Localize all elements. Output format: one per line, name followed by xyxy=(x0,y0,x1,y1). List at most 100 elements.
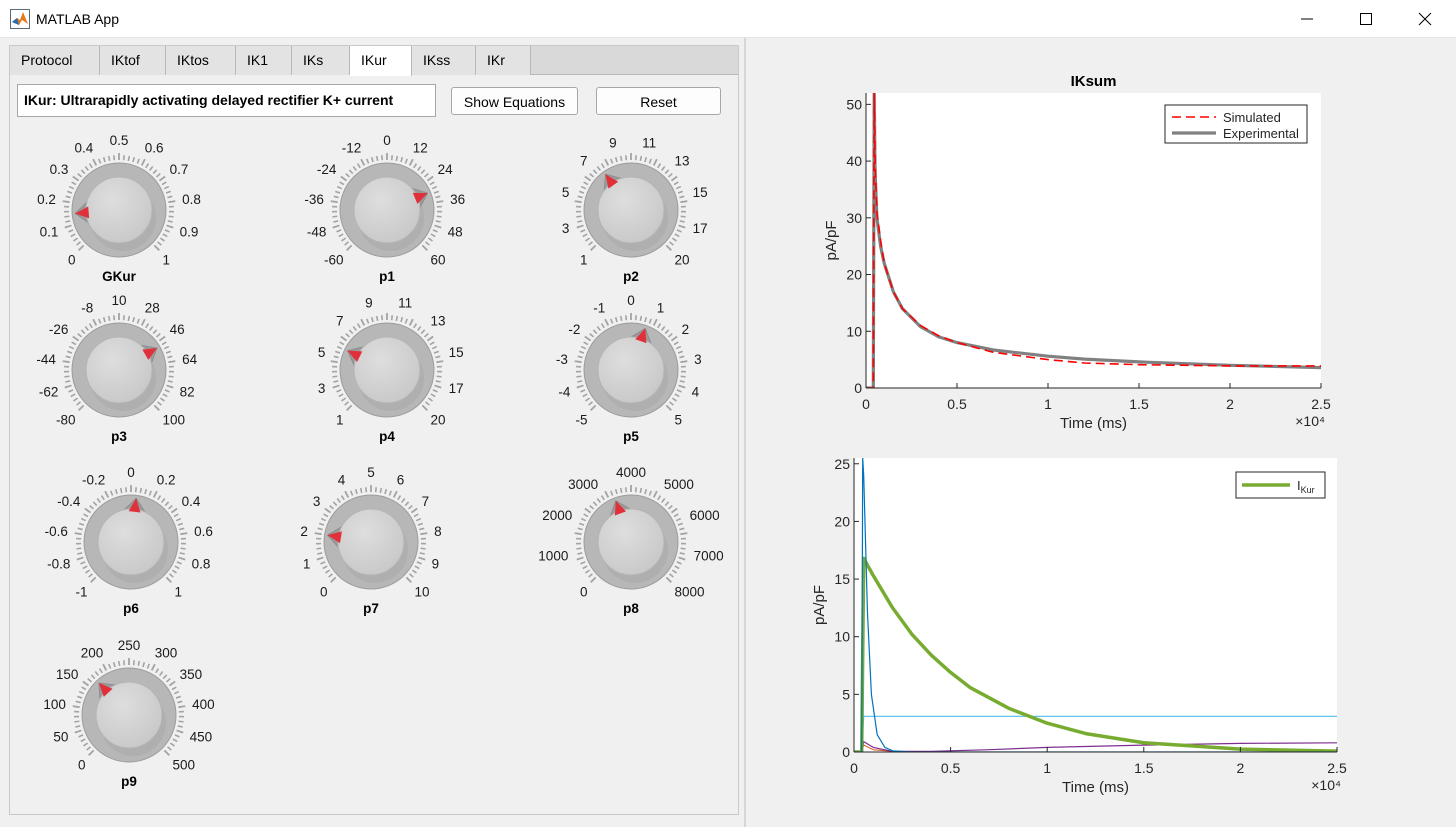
knob-tick-label: -48 xyxy=(307,225,327,240)
knob-tick-label: 50 xyxy=(53,730,68,745)
knob-tick-label: 300 xyxy=(155,646,178,661)
reset-button[interactable]: Reset xyxy=(596,87,721,115)
knob-pointer-icon xyxy=(128,498,141,513)
minimize-button[interactable] xyxy=(1278,0,1336,38)
series-line-simulated xyxy=(866,93,1321,388)
knob-tick-label: 0 xyxy=(68,252,76,267)
knob-tick-label: 28 xyxy=(145,301,160,316)
knob-tick-label: -0.4 xyxy=(57,494,81,509)
knob-tick-label: 3 xyxy=(318,381,326,396)
x-tick-label: 2.5 xyxy=(1327,760,1347,776)
knob-pointer-icon xyxy=(347,350,363,362)
minimize-icon xyxy=(1301,18,1313,20)
knob-name-label: p3 xyxy=(111,429,127,444)
knob-tick-label: 0 xyxy=(127,465,135,480)
knob-tick-label: 15 xyxy=(449,345,464,360)
x-tick-label: 1 xyxy=(1044,396,1052,412)
knob-tick-label: 36 xyxy=(450,192,465,207)
tab-ikr[interactable]: IKr xyxy=(476,46,531,75)
plot-area xyxy=(854,458,1337,752)
knob-tick-label: 9 xyxy=(365,295,373,310)
knob-tick-label: 7 xyxy=(336,314,344,329)
knob-pointer-icon xyxy=(98,682,113,697)
knob-tick-label: 13 xyxy=(674,154,689,169)
x-tick-label: 1 xyxy=(1043,760,1051,776)
knob-tick-label: -2 xyxy=(568,322,580,337)
knob-tick-label: 1000 xyxy=(538,549,568,564)
knob-tick-label: 1 xyxy=(657,301,665,316)
knob-tick-label: 0.4 xyxy=(74,141,93,156)
show-equations-button[interactable]: Show Equations xyxy=(451,87,578,115)
knob-tick-label: 0.5 xyxy=(110,133,129,148)
knob-tick-label: 13 xyxy=(430,314,445,329)
knob-tick-label: 10 xyxy=(414,584,429,599)
knob-tick-label: -60 xyxy=(324,252,344,267)
legend-entry-simulated: Simulated xyxy=(1223,110,1281,125)
tab-ik1[interactable]: IK1 xyxy=(236,46,292,75)
knob-tick-label: 0 xyxy=(383,133,391,148)
knob-tick-label: 82 xyxy=(180,385,195,400)
knob-tick-label: 0 xyxy=(580,584,588,599)
knob-tick-label: 3 xyxy=(313,494,321,509)
tab-ikss[interactable]: IKss xyxy=(412,46,476,75)
knob-tick-label: 17 xyxy=(693,221,708,236)
close-button[interactable] xyxy=(1396,0,1454,38)
knob-tick-label: 200 xyxy=(81,646,104,661)
chart-title: IKsum xyxy=(1071,73,1117,90)
knob-tick-label: 60 xyxy=(430,252,445,267)
y-tick-label: 30 xyxy=(846,210,862,226)
maximize-button[interactable] xyxy=(1337,0,1395,38)
knob-tick-label: -44 xyxy=(36,352,56,367)
knob-p6[interactable]: -1 -0.8 -0.6 -0.4-0.2 0 0.2 0.4 0.6 0.8 1 p6 xyxy=(45,465,213,616)
maximize-icon xyxy=(1360,13,1372,25)
knob-tick-label: 2 xyxy=(300,524,308,539)
tab-iktof[interactable]: IKtof xyxy=(100,46,166,75)
tab-ikur[interactable]: IKur xyxy=(350,46,412,76)
knob-tick-label: 0.8 xyxy=(182,192,201,207)
x-exponent-label: ×10⁴ xyxy=(1311,777,1341,793)
knob-name-label: p9 xyxy=(121,774,137,789)
knob-p5[interactable]: -5 -4 -3-2 -1 0 1 23 45 p5 xyxy=(556,293,702,444)
knob-tick-label: -36 xyxy=(304,192,324,207)
x-tick-label: 1.5 xyxy=(1134,760,1154,776)
knob-grid: 00.10.20.30.40.50.60.70.80.91GKur-60-48-… xyxy=(36,133,723,789)
knob-gkur[interactable]: 0 0.1 0.2 0.3 0.4 0.5 0.6 0.7 0.8 0.9 1 GKur xyxy=(37,133,201,284)
knob-name-label: p7 xyxy=(363,601,379,616)
knob-p3[interactable]: -80 -62 -44 -26 -8 10 28 46 64 82 100 p3 xyxy=(36,293,197,444)
chart-2: 0 0.5 1 1.5 2 2.5 0 5 10 15 20 25 ×10⁴ Time (ms) pA/pF… xyxy=(811,456,1347,796)
tab-iks[interactable]: IKs xyxy=(292,46,350,75)
knob-tick-label: 0.6 xyxy=(194,524,213,539)
y-tick-label: 10 xyxy=(846,323,862,339)
y-tick-label: 20 xyxy=(846,267,862,283)
knob-tick-label: 17 xyxy=(449,381,464,396)
knob-name-label: p5 xyxy=(623,429,639,444)
knob-tick-label: -3 xyxy=(556,352,568,367)
tab-protocol[interactable]: Protocol xyxy=(10,46,100,75)
knob-tick-label: -5 xyxy=(575,412,587,427)
knob-tick-label: 1 xyxy=(336,412,344,427)
y-axis-label: pA/pF xyxy=(823,220,840,260)
x-tick-label: 2 xyxy=(1237,760,1245,776)
knob-p8[interactable]: 0 1000 2000 3000 4000 5000 6000 7000 8000 p8 xyxy=(538,465,723,616)
x-tick-label: 1.5 xyxy=(1129,396,1149,412)
y-tick-label: 15 xyxy=(834,571,850,587)
knob-name-label: p1 xyxy=(379,269,395,284)
knob-tick-label: -1 xyxy=(593,301,605,316)
knob-tick-label: 1 xyxy=(174,584,182,599)
knob-tick-label: -26 xyxy=(49,322,69,337)
knob-tick-label: 6 xyxy=(397,473,405,488)
knob-tick-label: 2000 xyxy=(542,508,572,523)
knob-tick-label: 250 xyxy=(118,638,141,653)
knob-tick-label: 1 xyxy=(580,252,588,267)
knob-tick-label: 7 xyxy=(580,154,588,169)
series-line-i xyxy=(854,556,1337,752)
knob-tick-label: 10 xyxy=(111,293,126,308)
tab-iktos[interactable]: IKtos xyxy=(166,46,236,75)
knob-tick-label: 2 xyxy=(682,322,690,337)
knob-tick-label: 0.9 xyxy=(180,225,199,240)
